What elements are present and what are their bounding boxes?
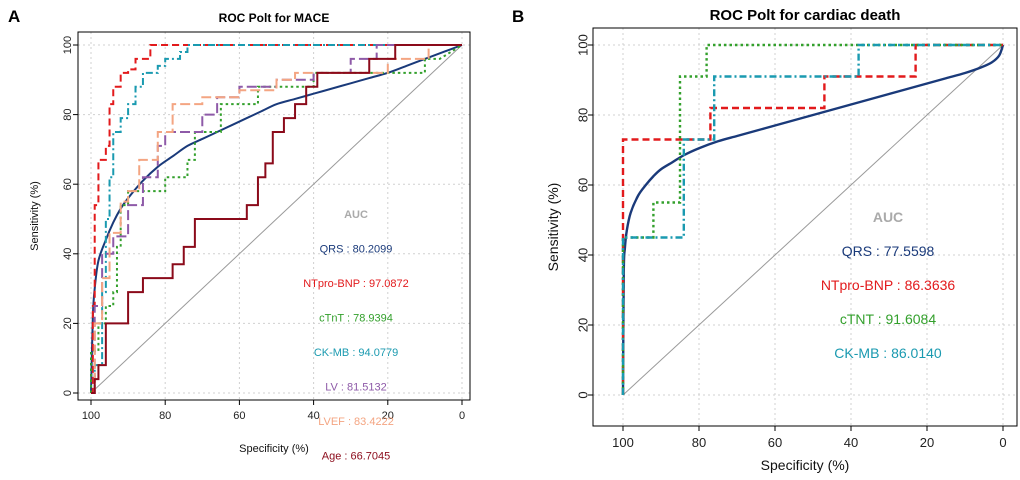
panel-b-reference-diagonal — [622, 44, 1004, 396]
panel-a-series-age — [91, 44, 462, 394]
panel-a-xtick-label: 0 — [459, 410, 465, 422]
panel-a-xtick-label: 60 — [233, 410, 245, 422]
panel-a-title: ROC Polt for MACE — [219, 11, 330, 25]
panel-b-series-qrs — [621, 44, 1005, 396]
panel-a-plot-frame — [77, 31, 471, 401]
panel-b-xlabel: Specificity (%) — [761, 457, 850, 473]
panel-a-auc-label-ck-mb: CK-MB : 94.0779 — [314, 347, 398, 359]
panel-a-xtick-label: 80 — [159, 410, 171, 422]
panel-a-series-ntpro-bnp — [91, 44, 462, 394]
panel-b-ylabel: Sensitivity (%) — [545, 183, 561, 272]
panel-b-plot-frame — [592, 27, 1018, 427]
panel-b-xtick-label: 80 — [692, 435, 706, 450]
panel-a-xtick-label: 100 — [82, 410, 100, 422]
panel-a-auc-label-qrs: QRS : 80.2099 — [320, 244, 393, 256]
panel-b-series-ntpro-bnp — [621, 43, 1003, 395]
panel-a-xlabel: Specificity (%) — [239, 443, 309, 455]
panel-b-auc-label-ntpro-bnp: NTpro-BNP : 86.3636 — [821, 277, 956, 293]
panel-b-xtick-label: 40 — [844, 435, 858, 450]
panel-a-auc-label-lvef: LVEF : 83.4222 — [318, 416, 394, 428]
panel-a-series-qrs — [90, 44, 463, 394]
panel-a-letter: A — [8, 7, 20, 26]
panel-a-auc-label-ctnt: cTnT : 78.9394 — [319, 313, 393, 325]
panel-b-ytick-label: 20 — [576, 318, 591, 332]
panel-a-xtick-label: 20 — [382, 410, 394, 422]
chart-panel-a: ROC Polt for MACE 100 80 60 40 20 0 0 20 40 60 80 10… — [29, 11, 471, 463]
panel-a-ytick-label: 80 — [62, 108, 74, 120]
chart-panel-b: ROC Polt for cardiac death 100 80 60 40 20 0 0 2… — [545, 7, 1018, 473]
panel-b-xtick-label: 0 — [999, 435, 1006, 450]
panel-a-auc-label-age: Age : 66.7045 — [322, 451, 391, 463]
panel-b-auc-title: AUC — [873, 209, 903, 225]
panel-b-auc-label-ctnt: cTNT : 91.6084 — [840, 311, 936, 327]
panel-a-auc-label-ntpro-bnp: NTpro-BNP : 97.0872 — [303, 278, 409, 290]
panel-a-series-lvef — [91, 44, 462, 394]
panel-a-reference-diagonal — [90, 44, 463, 394]
panel-a-ytick-label: 100 — [62, 36, 74, 54]
panel-b-ytick-label: 0 — [576, 391, 591, 398]
panel-a-series-ck-mb — [91, 44, 462, 394]
panel-b-xtick-label: 100 — [612, 435, 634, 450]
panel-a-ytick-label: 0 — [62, 390, 74, 396]
panel-a-ytick-label: 40 — [62, 248, 74, 260]
panel-b-title: ROC Polt for cardiac death — [710, 7, 901, 24]
panel-b-ytick-label: 40 — [576, 248, 591, 262]
panel-a-ytick-label: 20 — [62, 317, 74, 329]
panel-a-xtick-label: 40 — [307, 410, 319, 422]
panel-a-ytick-label: 60 — [62, 178, 74, 190]
panel-b-letter: B — [512, 7, 524, 26]
panel-b-ytick-label: 100 — [576, 34, 591, 56]
panel-b-ytick-label: 60 — [576, 178, 591, 192]
panel-b-series-ctnt — [621, 43, 1003, 395]
panel-b-xtick-label: 60 — [768, 435, 782, 450]
panel-b-auc-label-ck-mb: CK-MB : 86.0140 — [834, 345, 942, 361]
panel-b-ytick-label: 80 — [576, 108, 591, 122]
panel-a-ylabel: Sensitivity (%) — [29, 181, 41, 251]
panel-a-auc-label-lv: LV : 81.5132 — [325, 382, 387, 394]
panel-b-auc-label-qrs: QRS : 77.5598 — [842, 243, 935, 259]
panel-b-xtick-label: 20 — [920, 435, 934, 450]
panel-a-auc-title: AUC — [344, 209, 368, 221]
panel-b-series-ck-mb — [621, 43, 1003, 395]
